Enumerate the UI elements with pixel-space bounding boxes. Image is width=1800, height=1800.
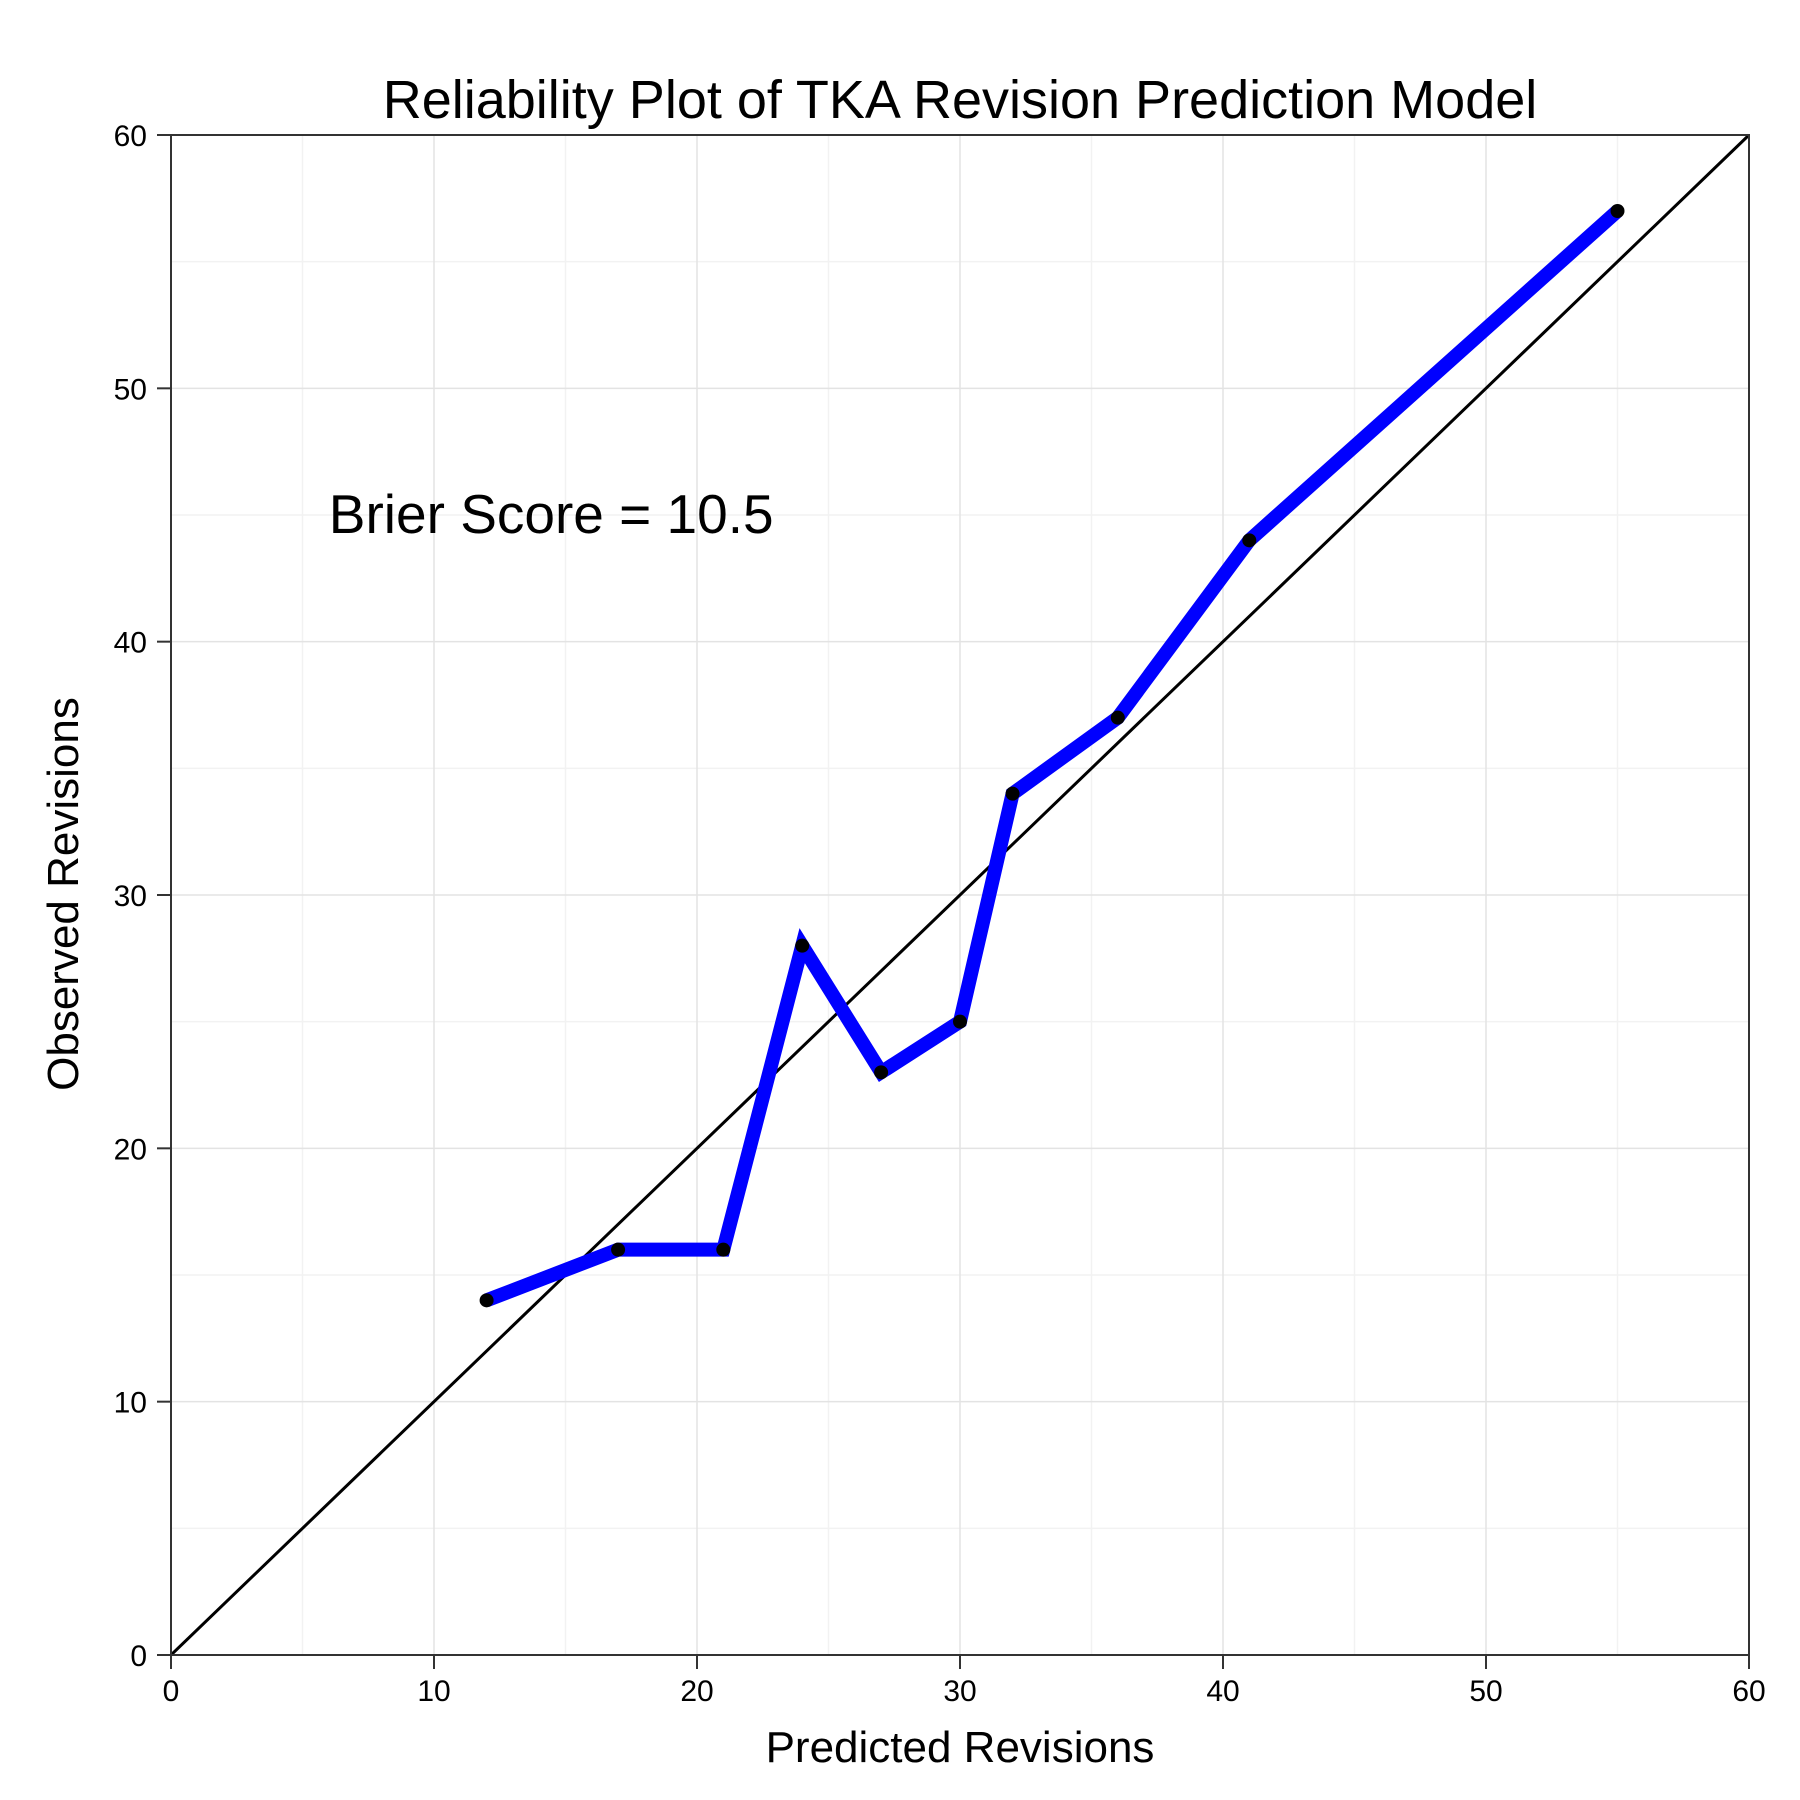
data-point [1610,204,1625,218]
y-tick-label: 30 [114,880,147,913]
x-tick-label: 10 [417,1675,450,1708]
calibration-series-line [484,205,1623,1307]
reference-diagonal-line [169,133,1751,1657]
plot-panel: Brier Score = 10.5 [169,133,1751,1657]
data-point [479,1293,494,1308]
x-axis-ticks: 0 10 20 30 40 50 60 [163,1655,1766,1708]
data-point [1110,710,1125,725]
x-axis-label: Predicted Revisions [766,1723,1155,1772]
data-point [795,938,810,953]
data-point [1242,533,1257,548]
data-point [611,1242,626,1257]
x-tick-label: 20 [680,1675,713,1708]
data-point [716,1242,731,1257]
chart-title: Reliability Plot of TKA Revision Predict… [383,70,1538,130]
x-tick-label: 60 [1732,1675,1765,1708]
y-axis-label: Observed Revisions [39,697,88,1091]
x-tick-label: 0 [163,1675,180,1708]
calibration-points [479,204,1625,1308]
y-axis-ticks: 0 10 20 30 40 50 60 [114,120,171,1673]
y-tick-label: 40 [114,627,147,660]
y-tick-label: 20 [114,1133,147,1166]
data-point [874,1065,889,1080]
y-tick-label: 10 [114,1387,147,1420]
data-point [953,1014,967,1029]
y-tick-label: 50 [114,373,147,406]
brier-score-annotation: Brier Score = 10.5 [329,483,774,545]
data-point [1005,786,1020,801]
x-tick-label: 30 [943,1675,976,1708]
y-tick-label: 60 [114,120,147,153]
x-tick-label: 50 [1469,1675,1502,1708]
x-tick-label: 40 [1206,1675,1239,1708]
y-tick-label: 0 [130,1640,147,1673]
